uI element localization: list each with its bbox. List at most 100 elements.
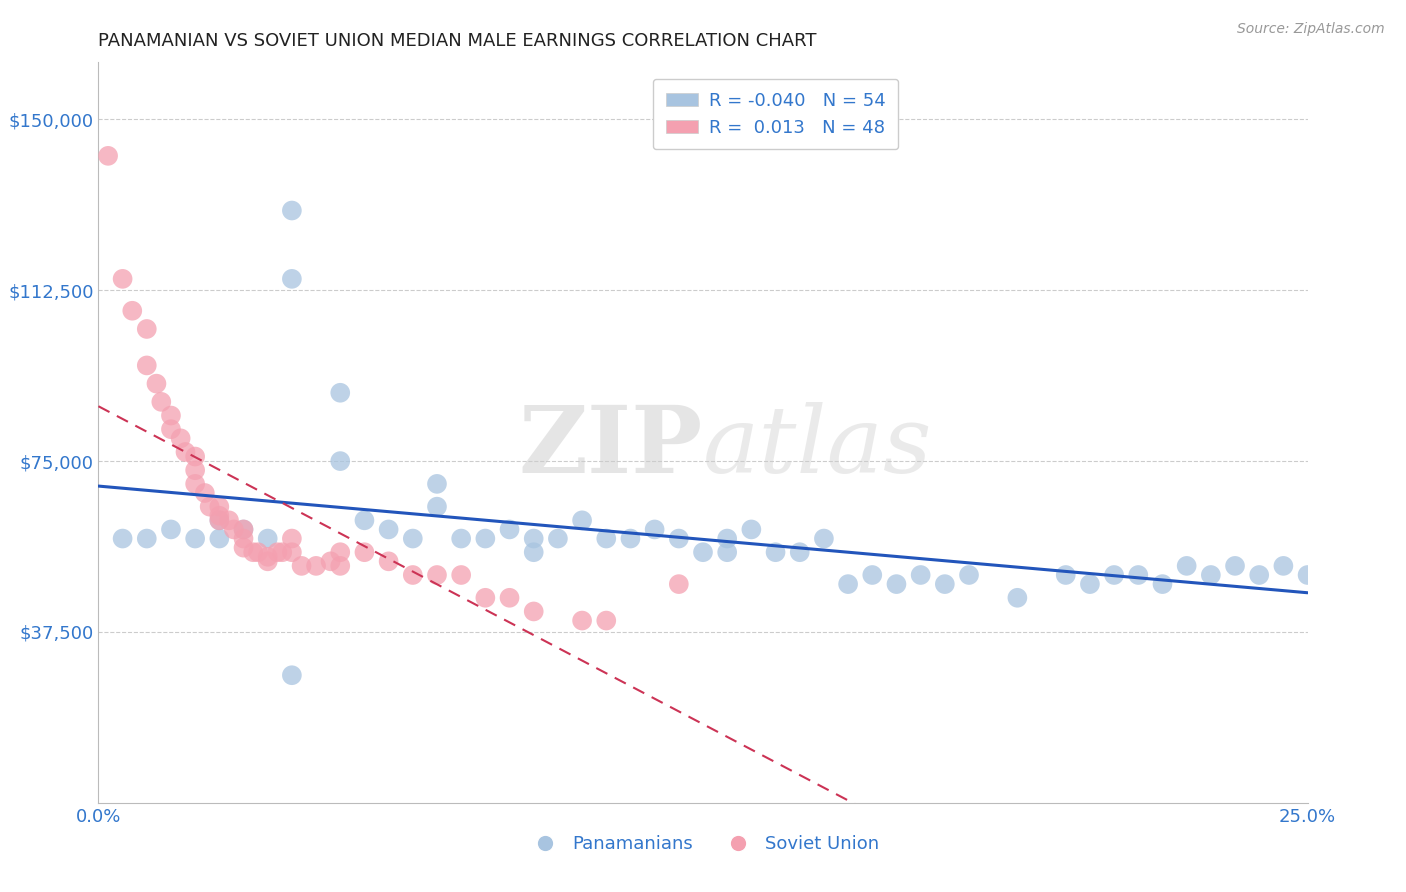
Point [837, 577, 859, 591]
Point [886, 577, 908, 591]
Point [266, 545, 288, 559]
Point [1249, 568, 1271, 582]
Point [377, 523, 399, 537]
Point [281, 668, 304, 682]
Point [498, 591, 520, 605]
Point [402, 568, 425, 582]
Point [644, 523, 666, 537]
Point [232, 532, 254, 546]
Point [242, 545, 264, 559]
Point [595, 532, 617, 546]
Point [595, 614, 617, 628]
Point [860, 568, 883, 582]
Point [692, 545, 714, 559]
Point [160, 422, 183, 436]
Point [135, 322, 157, 336]
Point [135, 532, 157, 546]
Point [523, 532, 546, 546]
Point [111, 532, 134, 546]
Text: Source: ZipAtlas.com: Source: ZipAtlas.com [1237, 22, 1385, 37]
Point [111, 272, 134, 286]
Point [218, 513, 240, 527]
Point [281, 532, 304, 546]
Point [740, 523, 762, 537]
Point [1223, 558, 1246, 573]
Point [184, 476, 207, 491]
Point [329, 454, 352, 468]
Point [668, 532, 690, 546]
Point [1128, 568, 1150, 582]
Point [474, 591, 496, 605]
Point [523, 545, 546, 559]
Point [1102, 568, 1125, 582]
Point [184, 450, 207, 464]
Point [377, 554, 399, 568]
Point [547, 532, 569, 546]
Point [619, 532, 641, 546]
Point [150, 395, 173, 409]
Point [135, 359, 157, 373]
Point [208, 513, 231, 527]
Point [256, 532, 278, 546]
Point [910, 568, 932, 582]
Point [353, 545, 375, 559]
Point [716, 545, 738, 559]
Point [232, 523, 254, 537]
Point [194, 486, 217, 500]
Point [716, 532, 738, 546]
Point [222, 523, 245, 537]
Point [1007, 591, 1029, 605]
Point [121, 303, 143, 318]
Point [281, 272, 304, 286]
Point [305, 558, 328, 573]
Point [813, 532, 835, 546]
Point [174, 445, 197, 459]
Point [184, 463, 207, 477]
Text: ZIP: ZIP [519, 402, 703, 492]
Point [474, 532, 496, 546]
Point [169, 431, 191, 445]
Point [426, 476, 449, 491]
Point [571, 614, 593, 628]
Point [523, 604, 546, 618]
Point [256, 549, 278, 564]
Point [281, 203, 304, 218]
Point [208, 500, 231, 514]
Point [208, 508, 231, 523]
Point [957, 568, 980, 582]
Point [160, 523, 183, 537]
Point [329, 385, 352, 400]
Legend: Panamanians, Soviet Union: Panamanians, Soviet Union [520, 828, 886, 861]
Point [271, 545, 294, 559]
Point [160, 409, 183, 423]
Point [319, 554, 342, 568]
Point [668, 577, 690, 591]
Point [281, 545, 304, 559]
Point [232, 523, 254, 537]
Point [426, 568, 449, 582]
Point [450, 568, 472, 582]
Point [934, 577, 956, 591]
Point [208, 532, 231, 546]
Point [290, 558, 312, 573]
Text: atlas: atlas [703, 402, 932, 492]
Point [329, 558, 352, 573]
Point [329, 545, 352, 559]
Point [1175, 558, 1198, 573]
Point [1199, 568, 1222, 582]
Point [145, 376, 167, 391]
Point [97, 149, 120, 163]
Point [450, 532, 472, 546]
Point [353, 513, 375, 527]
Point [1152, 577, 1174, 591]
Point [256, 554, 278, 568]
Point [1054, 568, 1077, 582]
Text: PANAMANIAN VS SOVIET UNION MEDIAN MALE EARNINGS CORRELATION CHART: PANAMANIAN VS SOVIET UNION MEDIAN MALE E… [98, 32, 817, 50]
Point [232, 541, 254, 555]
Point [198, 500, 221, 514]
Point [247, 545, 270, 559]
Point [402, 532, 425, 546]
Point [426, 500, 449, 514]
Point [765, 545, 787, 559]
Point [498, 523, 520, 537]
